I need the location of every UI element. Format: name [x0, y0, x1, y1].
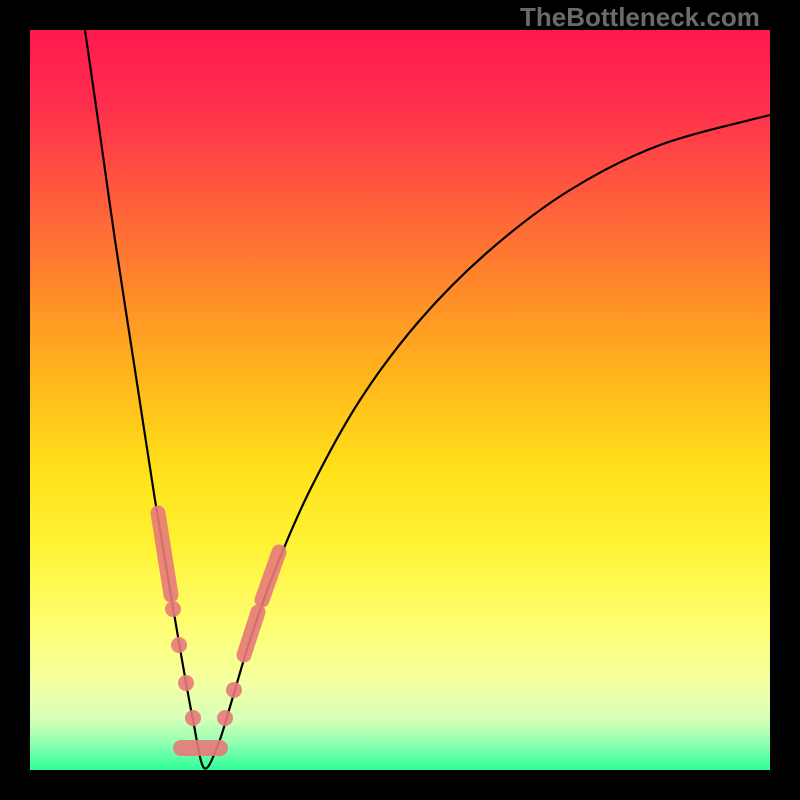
marker-dot — [171, 637, 187, 653]
marker-dot — [185, 710, 201, 726]
marker-dot — [226, 682, 242, 698]
marker-dot — [178, 675, 194, 691]
chart-canvas — [0, 0, 800, 800]
marker-dot — [217, 710, 233, 726]
gradient-background — [30, 30, 770, 770]
marker-dot — [165, 601, 181, 617]
watermark-text: TheBottleneck.com — [520, 2, 760, 33]
